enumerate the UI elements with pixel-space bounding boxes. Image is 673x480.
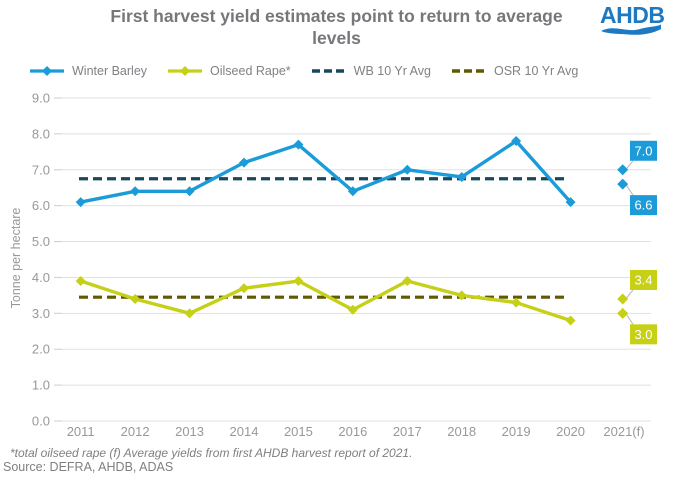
- forecast-point-diamond: [617, 293, 629, 305]
- data-point-diamond: [511, 136, 522, 147]
- data-point-diamond: [456, 171, 467, 182]
- value-label-box: [630, 324, 657, 345]
- dashed-line-icon: [452, 69, 486, 73]
- x-tick-label: 2012: [121, 424, 150, 439]
- forecast-point-diamond: [617, 164, 629, 176]
- data-point-diamond: [565, 315, 576, 326]
- x-tick-label: 2011: [67, 424, 95, 439]
- data-point-diamond: [184, 186, 195, 197]
- legend-label: Oilseed Rape*: [210, 64, 291, 78]
- line-diamond-icon: [30, 66, 64, 76]
- data-point-diamond: [238, 157, 249, 168]
- y-tick-label: 0.0: [32, 414, 50, 429]
- footnote: *total oilseed rape (f) Average yields f…: [10, 446, 413, 460]
- legend-label: Winter Barley: [72, 64, 148, 78]
- legend-item-oilseed-rape-: Oilseed Rape*: [166, 64, 291, 78]
- data-point-diamond: [130, 293, 141, 304]
- forecast-point-diamond: [617, 307, 629, 319]
- data-point-diamond: [184, 308, 195, 319]
- x-tick-label: 2019: [502, 424, 531, 439]
- value-label-text: 3.0: [634, 327, 652, 342]
- legend-item-wb-10-yr-avg: WB 10 Yr Avg: [310, 64, 431, 78]
- ahdb-wave-icon: [601, 24, 661, 35]
- page-title: First harvest yield estimates point to r…: [0, 5, 673, 49]
- y-tick-label: 9.0: [32, 90, 50, 105]
- value-label-box: [630, 140, 657, 161]
- source-line: Source: DEFRA, AHDB, ADAS: [3, 460, 174, 474]
- x-tick-label: 2017: [393, 424, 422, 439]
- data-point-diamond: [565, 197, 576, 208]
- x-tick-label: 2016: [338, 424, 367, 439]
- title-line-2: levels: [312, 28, 361, 48]
- y-tick-label: 5.0: [32, 234, 50, 249]
- legend: Winter Barley Oilseed Rape* WB 10 Yr Avg OS…: [28, 62, 578, 80]
- ahdb-logo: AHDB: [600, 2, 665, 37]
- legend-item-osr-10-yr-avg: OSR 10 Yr Avg: [450, 64, 578, 78]
- data-point-diamond: [75, 276, 86, 287]
- title-line-1: First harvest yield estimates point to r…: [110, 6, 563, 26]
- data-point-diamond: [293, 276, 304, 287]
- value-label-box: [630, 269, 657, 290]
- leader-line: [625, 312, 634, 325]
- value-label-text: 7.0: [634, 143, 652, 158]
- x-tick-label: 2015: [284, 424, 313, 439]
- leader-line: [625, 289, 634, 300]
- data-point-diamond: [293, 139, 304, 150]
- y-tick-label: 4.0: [32, 270, 50, 285]
- data-point-diamond: [130, 186, 141, 197]
- legend-label: WB 10 Yr Avg: [353, 64, 431, 78]
- y-tick-label: 6.0: [32, 198, 50, 213]
- leader-line: [625, 160, 634, 171]
- data-point-diamond: [238, 283, 249, 294]
- chart-svg: 0.0 1.0 2.0 3.0 4.0 5.0 6.0 7.0 8.0 9.0 2011 2012 20…: [32, 90, 657, 439]
- x-tick-label: 2014: [230, 424, 259, 439]
- x-tick-label: 2013: [175, 424, 204, 439]
- data-point-diamond: [75, 197, 86, 208]
- data-point-diamond: [347, 304, 358, 315]
- y-tick-label: 8.0: [32, 126, 50, 141]
- x-tick-label: 2021(f): [603, 424, 644, 439]
- ahdb-logo-text: AHDB: [600, 2, 665, 28]
- y-tick-label: 7.0: [32, 162, 50, 177]
- data-point-diamond: [456, 290, 467, 301]
- legend-item-winter-barley: Winter Barley: [28, 64, 147, 78]
- x-tick-label: 2018: [447, 424, 476, 439]
- value-label-text: 6.6: [634, 198, 652, 213]
- data-point-diamond: [347, 186, 358, 197]
- data-point-diamond: [511, 297, 522, 308]
- data-point-diamond: [402, 164, 413, 175]
- value-label-box: [630, 195, 657, 216]
- y-tick-label: 1.0: [32, 378, 50, 393]
- y-tick-label: 3.0: [32, 306, 50, 321]
- value-label-text: 3.4: [634, 272, 652, 287]
- x-tick-label: 2020: [556, 424, 585, 439]
- forecast-point-diamond: [617, 178, 629, 190]
- series-line: [80, 279, 572, 323]
- y-tick-label: 2.0: [32, 342, 50, 357]
- legend-label: OSR 10 Yr Avg: [494, 64, 579, 78]
- line-diamond-icon: [168, 66, 203, 76]
- series-line: [80, 139, 572, 204]
- leader-line: [625, 183, 634, 196]
- dashed-line-icon: [311, 69, 346, 73]
- data-point-diamond: [402, 276, 413, 287]
